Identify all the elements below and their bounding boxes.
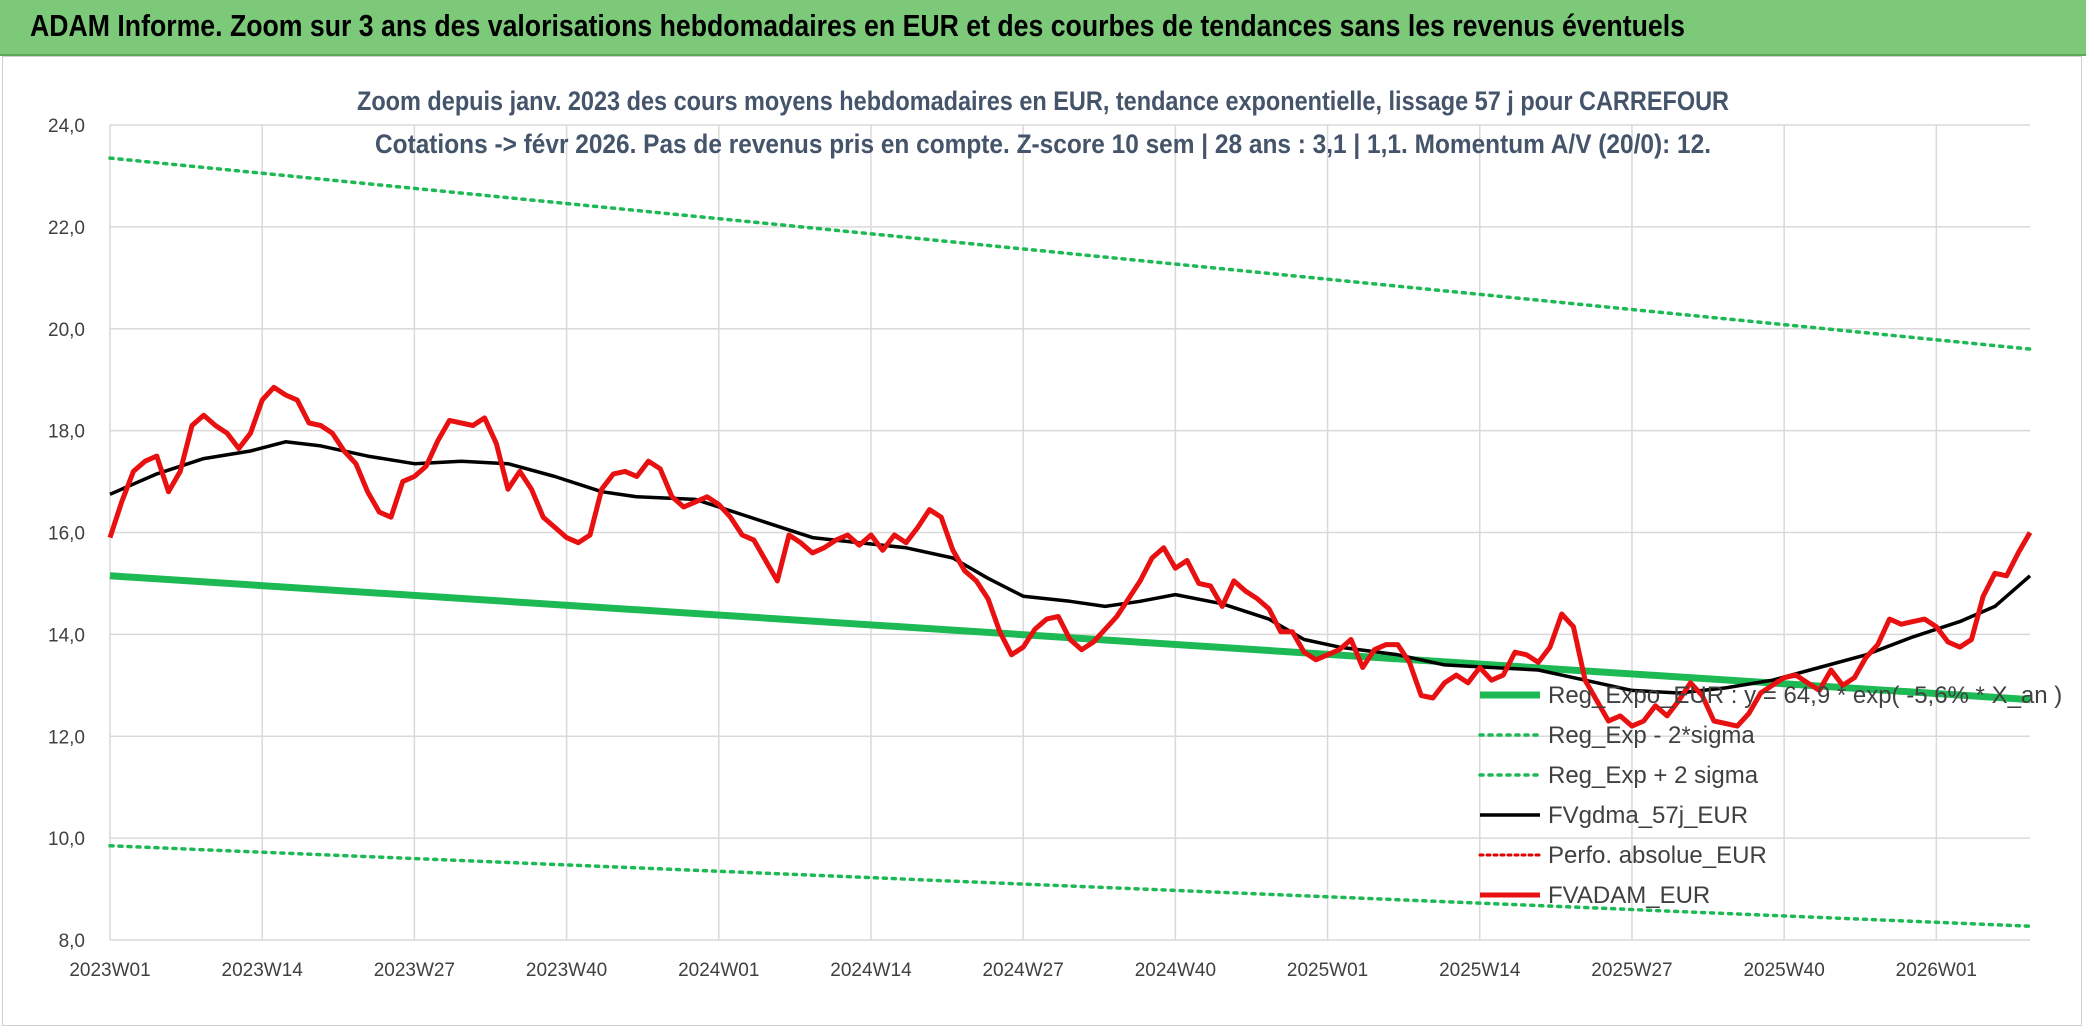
fvadam-line	[107, 384, 2033, 729]
legend-entry-label: Reg_Expo_EUR : y = 64,9 * exp( -5,6% * X…	[1548, 682, 2062, 709]
x-tick-label: 2024W27	[982, 960, 1063, 981]
x-tick-label: 2025W14	[1439, 960, 1521, 981]
y-tick-label: 12,0	[48, 727, 85, 748]
legend-entry-label: FVgdma_57j_EUR	[1548, 802, 1748, 829]
series-layer	[107, 156, 2033, 928]
y-tick-label: 10,0	[48, 829, 85, 850]
x-tick-label: 2024W01	[678, 960, 759, 981]
y-tick-label: 24,0	[48, 116, 85, 137]
y-axis-ticks: 8,0 10,0 12,0 14,0 16,0 18,0 20,0 22,0 24,0	[48, 116, 85, 952]
chart-title: Zoom depuis janv. 2023 des cours moyens …	[357, 86, 1729, 116]
y-tick-label: 22,0	[48, 218, 85, 239]
reg-minus-2sigma-line	[108, 844, 2032, 928]
chart-frame	[2, 56, 2082, 1026]
legend-entry-label: Perfo. absolue_EUR	[1548, 842, 1767, 869]
report-banner: ADAM Informe. Zoom sur 3 ans des valoris…	[0, 0, 2086, 56]
y-tick-label: 20,0	[48, 320, 85, 341]
x-tick-label: 2023W40	[526, 960, 607, 981]
report-title: ADAM Informe. Zoom sur 3 ans des valoris…	[30, 8, 1685, 43]
y-tick-label: 18,0	[48, 422, 85, 443]
x-tick-label: 2025W40	[1743, 960, 1824, 981]
legend-entry-label: Reg_Exp + 2 sigma	[1548, 762, 1759, 789]
chart-subtitle: Cotations -> févr 2026. Pas de revenus p…	[375, 129, 1711, 159]
fvgdma-line	[109, 440, 2032, 695]
legend: Reg_Expo_EUR : y = 64,9 * exp( -5,6% * X…	[1478, 682, 2062, 909]
legend-entry-label: Reg_Exp - 2*sigma	[1548, 722, 1755, 749]
legend-entry-label: FVADAM_EUR	[1548, 882, 1710, 909]
x-tick-label: 2023W01	[69, 960, 150, 981]
y-tick-label: 8,0	[59, 931, 85, 952]
y-tick-label: 16,0	[48, 524, 85, 545]
x-tick-label: 2024W14	[830, 960, 912, 981]
x-tick-label: 2023W14	[222, 960, 304, 981]
x-tick-label: 2023W27	[374, 960, 455, 981]
y-tick-label: 14,0	[48, 625, 85, 646]
reg-plus-2sigma-line	[108, 156, 2032, 351]
x-tick-label: 2024W40	[1135, 960, 1216, 981]
x-tick-label: 2026W01	[1896, 960, 1977, 981]
x-tick-label: 2025W01	[1287, 960, 1368, 981]
x-axis-ticks: 2023W01 2023W14 2023W27 2023W40 2024W01 2024W…	[69, 960, 1977, 981]
x-tick-label: 2025W27	[1591, 960, 1672, 981]
